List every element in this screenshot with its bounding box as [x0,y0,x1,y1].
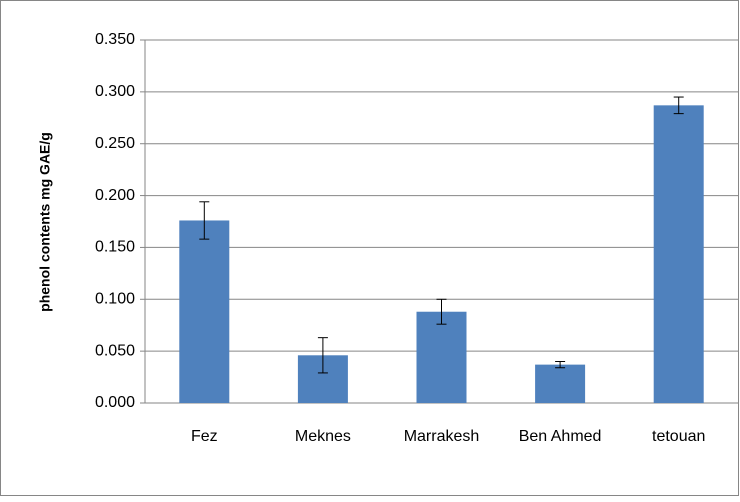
x-tick-label: Marrakesh [404,428,480,445]
bar [179,220,230,403]
error-bar [673,96,684,115]
error-bar [436,298,447,325]
y-tick-label: 0.250 [95,135,135,152]
x-tick-label: Meknes [295,428,351,445]
y-tick-label: 0.050 [95,342,135,359]
y-tick-label: 0.100 [95,291,135,308]
y-tick-label: 0.200 [95,187,135,204]
x-tick-label: Fez [191,428,218,445]
y-tick-label: 0.350 [95,31,135,48]
x-tick-label: Ben Ahmed [519,428,602,445]
x-tick-label: tetouan [652,428,705,445]
y-axis-label: phenol contents mg GAE/g [37,132,53,312]
error-bar [555,361,566,369]
error-bar [317,337,328,374]
bar [416,311,467,403]
y-tick-label: 0.000 [95,394,135,411]
y-tick-label: 0.150 [95,239,135,256]
error-bar [199,201,210,240]
y-tick-label: 0.300 [95,83,135,100]
bar [653,105,704,403]
bar [535,364,586,403]
